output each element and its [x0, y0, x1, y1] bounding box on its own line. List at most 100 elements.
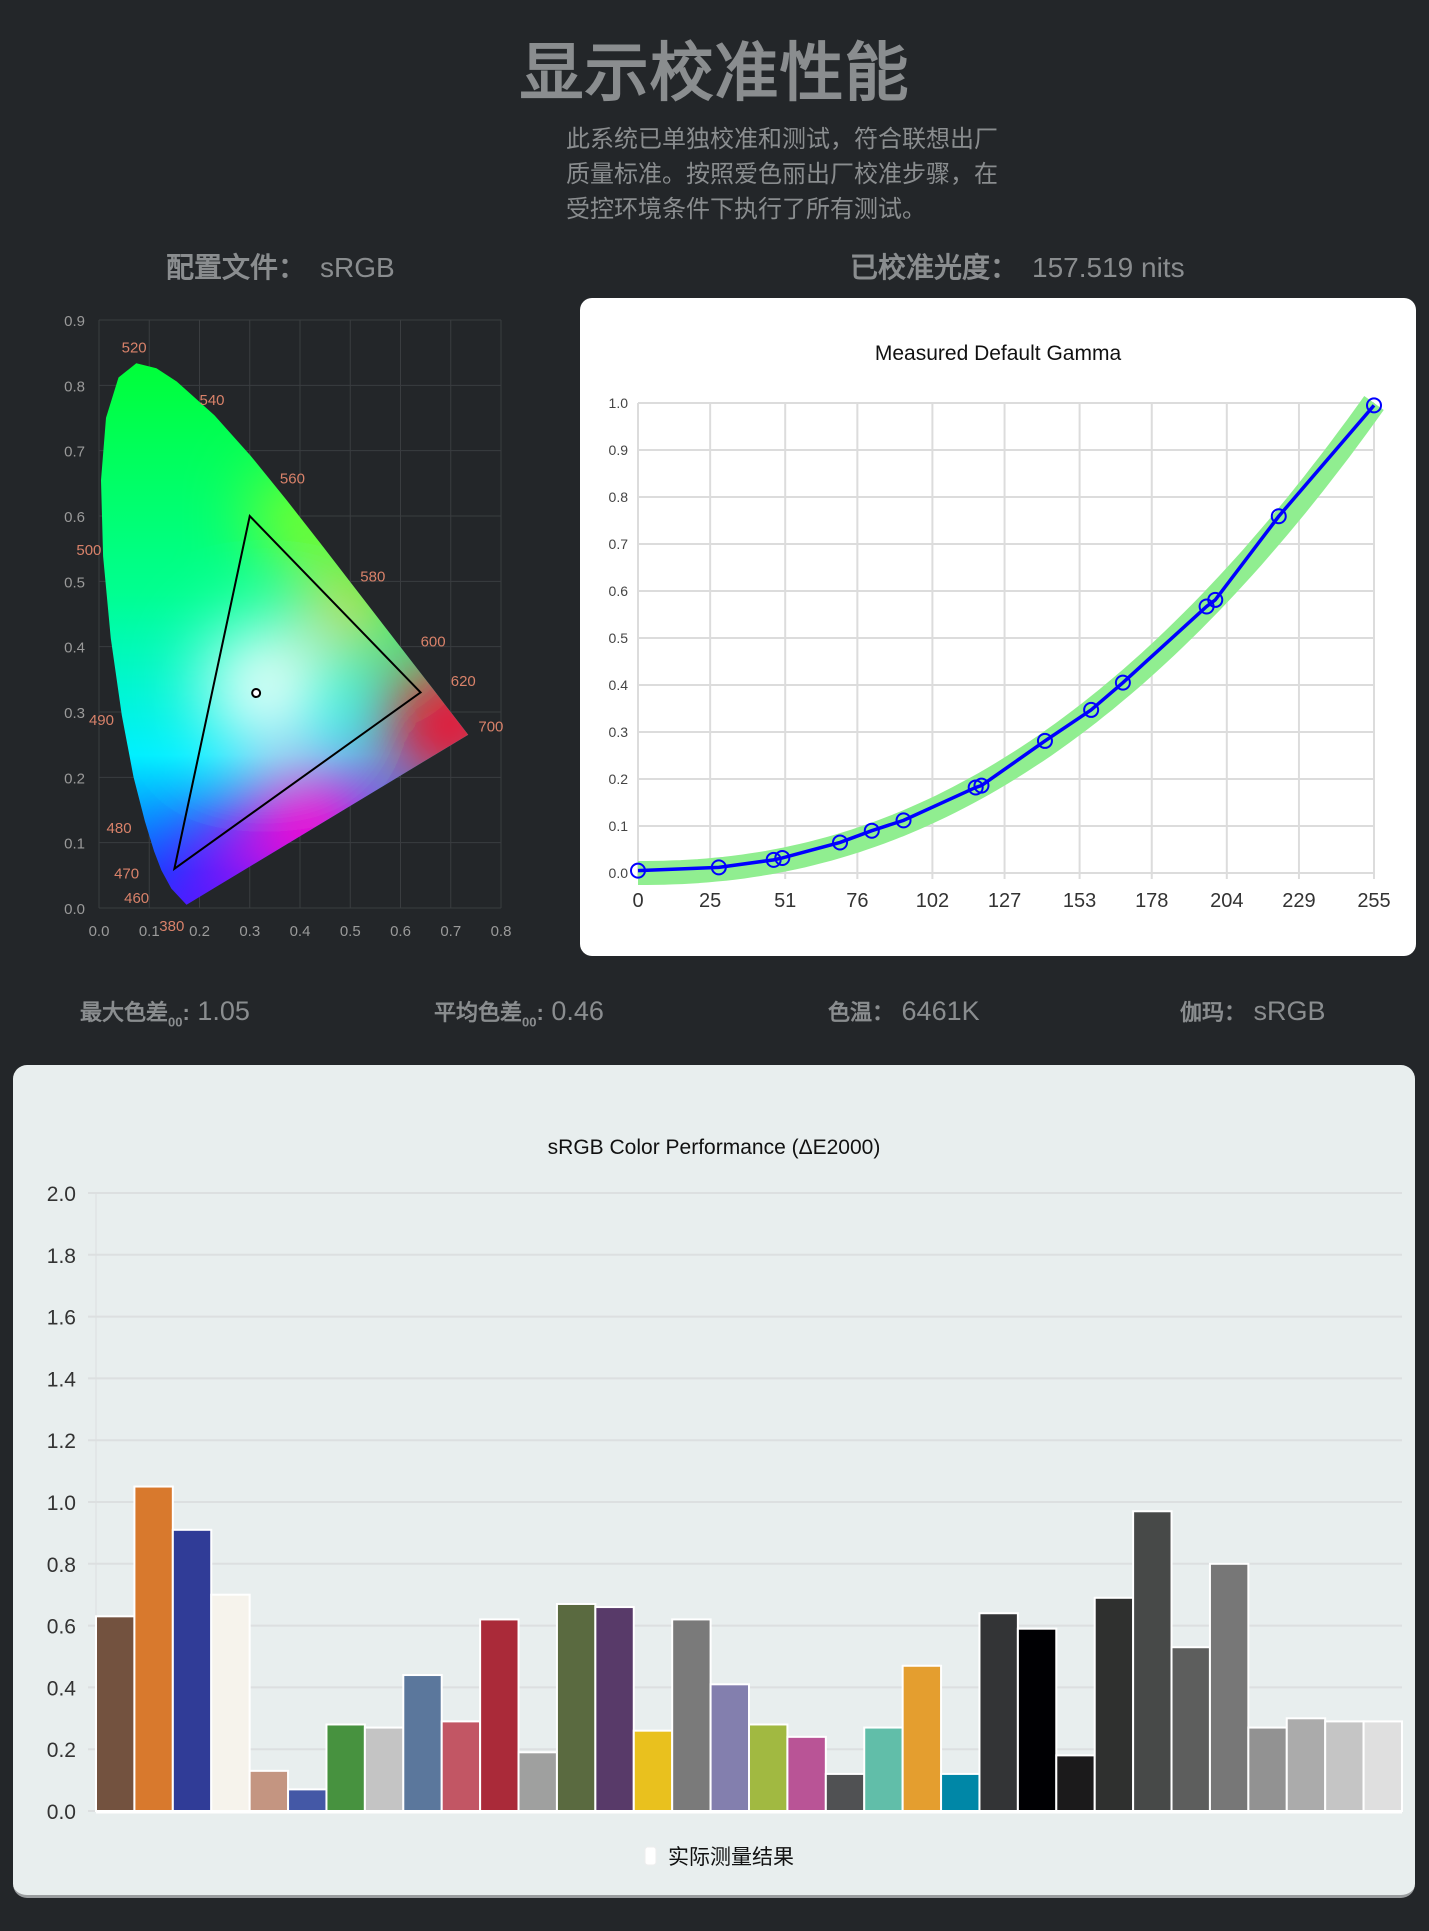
legend-swatch: [644, 1846, 657, 1866]
gamma-point: [765, 851, 782, 868]
delta-e-bar: [786, 1735, 827, 1813]
y-tick-label: 0.5: [609, 630, 629, 646]
x-tick-label: 229: [1282, 890, 1315, 912]
delta-e-bar: [402, 1674, 443, 1812]
delta-e-bar: [1362, 1720, 1404, 1813]
avg-delta-e-value: 0.46: [551, 996, 604, 1026]
gamma-point: [863, 822, 880, 839]
profile-label: 配置文件：: [166, 252, 307, 283]
y-tick-label: 0.0: [64, 901, 85, 918]
delta-e-bar: [1324, 1720, 1365, 1813]
wavelength-label: 500: [76, 542, 101, 559]
delta-e-bar: [325, 1723, 366, 1812]
x-tick-label: 0: [632, 890, 643, 912]
srgb-gamut-triangle: [172, 513, 423, 872]
delta-e-bar: [978, 1612, 1019, 1812]
x-tick-label: 0.8: [491, 923, 512, 940]
profile-value: sRGB: [320, 252, 395, 283]
y-tick-label: 0.9: [64, 313, 85, 330]
x-tick-label: 0.6: [390, 923, 411, 940]
gamma-chart: Measured Default Gamma 0 25 51 76 102 127 153 17…: [609, 342, 1391, 912]
gamma-point: [1207, 591, 1224, 608]
x-tick-label: 0.3: [239, 923, 260, 940]
wavelength-label: 620: [451, 673, 476, 690]
white-point-marker: [251, 688, 262, 699]
gamma-chart-card: Measured Default Gamma 0 25 51 76 102 127 153 17…: [580, 298, 1416, 956]
x-tick-label: 204: [1210, 890, 1243, 912]
y-tick-label: 0.7: [609, 536, 629, 552]
luminance-info: 已校准光度： 157.519 nits: [850, 246, 1185, 286]
legend-label: 实际测量结果: [668, 1846, 794, 1869]
delta-e-bar: [709, 1683, 751, 1812]
delta-e-bar: [287, 1788, 328, 1812]
y-tick-label: 0.8: [609, 489, 629, 505]
y-tick-label: 0.7: [64, 444, 85, 461]
x-tick-label: 25: [699, 890, 721, 912]
gamma-stat: 伽玛： sRGB: [1180, 995, 1326, 1027]
gamma-point: [1270, 508, 1287, 525]
delta-e-bar: [940, 1772, 981, 1812]
y-tick-label: 0.9: [609, 442, 629, 458]
delta-e-bar: [363, 1726, 405, 1813]
cct-label: 色温：: [828, 1000, 895, 1025]
delta-e-bar: [863, 1726, 904, 1813]
colon: :: [182, 1000, 190, 1025]
cct-value: 6461K: [901, 996, 980, 1026]
delta-e-bar: [1055, 1754, 1096, 1813]
wavelength-label: 490: [89, 712, 114, 729]
delta-e-bar: [748, 1723, 789, 1812]
delta-e-bar: [824, 1772, 866, 1812]
delta-e-bar: [671, 1618, 712, 1812]
spectral-locus-fill: [101, 363, 469, 905]
wavelength-label: 380: [159, 918, 184, 935]
y-tick-label: 1.6: [47, 1307, 76, 1330]
gamma-point: [1036, 732, 1053, 749]
y-tick-label: 1.0: [609, 395, 629, 411]
x-tick-label: 0.0: [89, 923, 110, 940]
avg-delta-e-sub: 00: [522, 1014, 537, 1030]
gamma-point: [1114, 674, 1131, 691]
y-tick-label: 0.1: [64, 836, 85, 853]
delta-e-bar: [1247, 1726, 1288, 1813]
wavelength-label: 470: [114, 866, 139, 883]
calibration-description: 此系统已单独校准和测试，符合联想出厂质量标准。按照爱色丽出厂校准步骤，在受控环境…: [566, 126, 998, 223]
delta-e-bar: [517, 1751, 558, 1812]
color-performance-card: sRGB Color Performance (ΔE2000) 0.0 0.2 0.4…: [13, 1065, 1415, 1898]
x-tick-label: 0.2: [189, 923, 210, 940]
x-tick-label: 51: [774, 890, 796, 912]
profile-info: 配置文件： sRGB: [166, 246, 395, 286]
y-tick-label: 0.4: [64, 640, 85, 657]
max-delta-e: 最大色差00: 1.05: [80, 995, 250, 1029]
gamma-point: [832, 834, 849, 851]
x-tick-label: 0.7: [440, 923, 461, 940]
delta-e-bar: [248, 1769, 290, 1813]
delta-e-bar: [133, 1485, 174, 1812]
delta-e-bar: [1132, 1510, 1173, 1812]
max-delta-e-value: 1.05: [197, 996, 250, 1026]
colon: :: [536, 1000, 544, 1025]
delta-e-bar: [1016, 1627, 1058, 1812]
measured-gamma-line: [637, 404, 1376, 873]
gamma-label: 伽玛：: [1180, 1000, 1247, 1025]
delta-e-bar: [632, 1729, 674, 1812]
x-tick-label: 255: [1357, 890, 1390, 912]
y-tick-label: 0.6: [64, 509, 85, 526]
gamma-point: [1083, 701, 1100, 718]
delta-e-bar: [555, 1602, 597, 1812]
y-tick-label: 0.0: [47, 1801, 76, 1824]
y-tick-label: 0.1: [609, 818, 629, 834]
y-tick-label: 1.0: [47, 1492, 76, 1515]
y-tick-label: 1.4: [47, 1368, 77, 1391]
page-title: 显示校准性能: [519, 37, 910, 109]
y-tick-label: 0.6: [47, 1616, 76, 1639]
magenta-region: [240, 759, 381, 900]
wavelength-label: 700: [478, 719, 503, 736]
y-tick-label: 1.2: [47, 1430, 76, 1453]
x-tick-label: 0.1: [139, 923, 160, 940]
x-tick-label: 178: [1135, 890, 1168, 912]
x-tick-label: 102: [916, 890, 949, 912]
luminance-label: 已校准光度：: [850, 252, 1019, 283]
y-tick-label: 0.3: [64, 705, 85, 722]
gamma-point: [710, 859, 727, 876]
wavelength-label: 520: [122, 340, 147, 357]
